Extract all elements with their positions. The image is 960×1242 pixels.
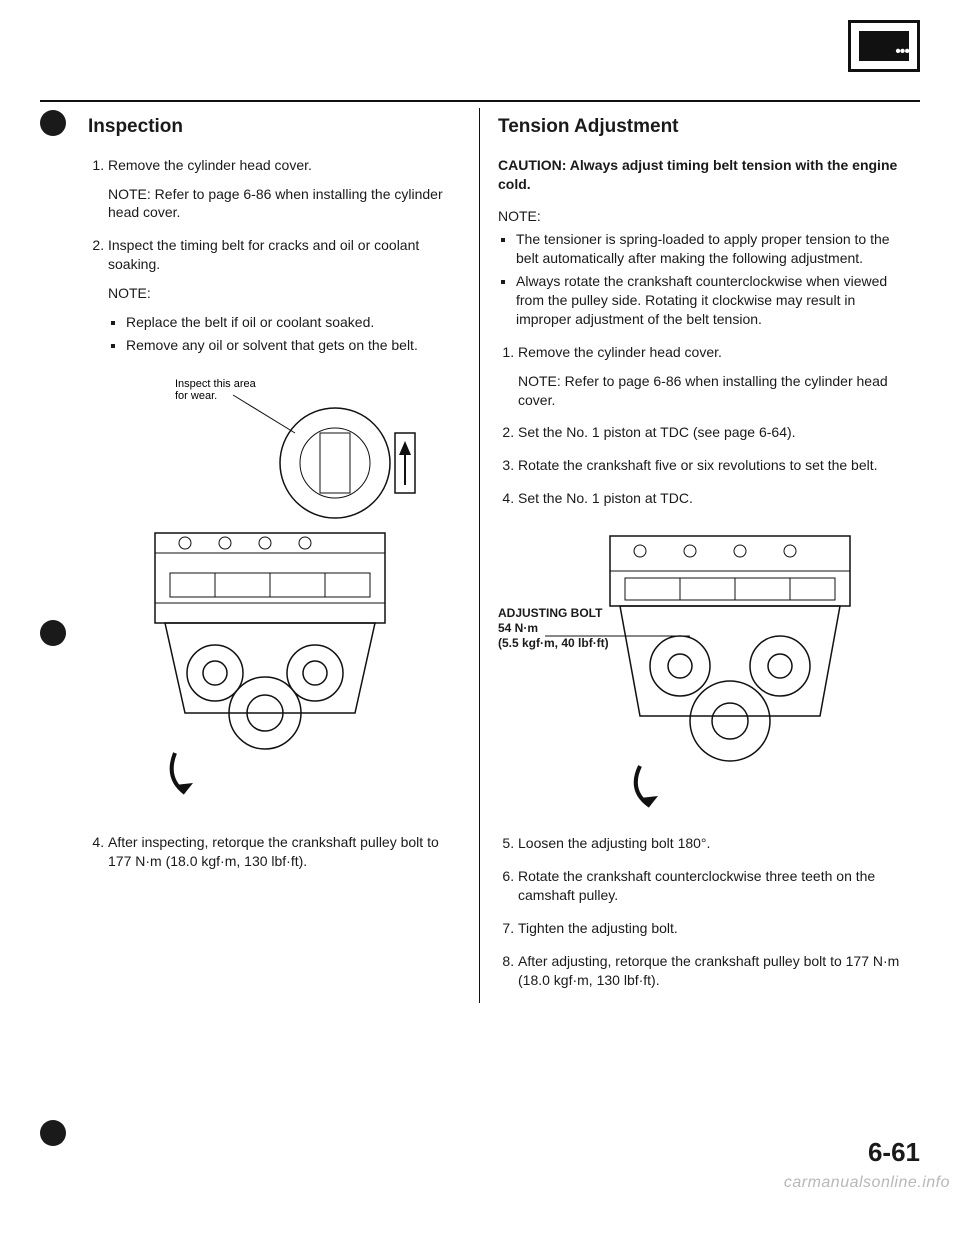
- step-1: Remove the cylinder head cover. NOTE: Re…: [108, 156, 461, 223]
- section-bullet: [40, 620, 66, 646]
- watermark: carmanualsonline.info: [784, 1172, 950, 1194]
- step-7: Tighten the adjusting bolt.: [518, 919, 912, 938]
- step-text: Rotate the crankshaft five or six revolu…: [518, 457, 878, 473]
- label-title: ADJUSTING BOLT: [498, 606, 602, 620]
- label-torque-1: 54 N·m: [498, 621, 538, 635]
- heading-tension: Tension Adjustment: [498, 114, 912, 140]
- step-4: After inspecting, retorque the crankshaf…: [108, 833, 461, 871]
- step-2: Inspect the timing belt for cracks and o…: [108, 236, 461, 354]
- svg-text:Rotate pulley: Rotate pulley: [155, 802, 220, 803]
- step-text: Set the No. 1 piston at TDC (see page 6-…: [518, 424, 796, 440]
- step-text: Loosen the adjusting bolt 180°.: [518, 835, 710, 851]
- left-column: Inspection Remove the cylinder head cove…: [40, 108, 480, 1003]
- two-column-layout: Inspection Remove the cylinder head cove…: [40, 108, 920, 1003]
- tension-steps-5-8: Loosen the adjusting bolt 180°. Rotate t…: [498, 834, 912, 989]
- bullet: Always rotate the crankshaft countercloc…: [516, 272, 912, 329]
- step-2: Set the No. 1 piston at TDC (see page 6-…: [518, 423, 912, 442]
- manual-page: ••• Inspection Remove the cylinder head …: [0, 0, 960, 1200]
- svg-text:for wear.: for wear.: [175, 390, 217, 402]
- section-bullet: [40, 110, 66, 136]
- tension-steps-1-4: Remove the cylinder head cover. NOTE: Re…: [498, 343, 912, 508]
- section-bullet: [40, 1120, 66, 1146]
- step-1: Remove the cylinder head cover. NOTE: Re…: [518, 343, 912, 410]
- step-text: Set the No. 1 piston at TDC.: [518, 490, 693, 506]
- right-column: Tension Adjustment CAUTION: Always adjus…: [480, 108, 920, 1003]
- step-3: Rotate the crankshaft five or six revolu…: [518, 456, 912, 475]
- step-text: Rotate the crankshaft counterclockwise t…: [518, 868, 875, 903]
- step-text: Tighten the adjusting bolt.: [518, 920, 678, 936]
- note-bullets-right: The tensioner is spring-loaded to apply …: [498, 230, 912, 328]
- caution-body: CAUTION: Always adjust timing belt tensi…: [498, 157, 897, 192]
- inspection-step-4: After inspecting, retorque the crankshaf…: [88, 833, 461, 871]
- step-text: After adjusting, retorque the crankshaft…: [518, 953, 899, 988]
- step-text: After inspecting, retorque the crankshaf…: [108, 834, 439, 869]
- adjusting-bolt-label: ADJUSTING BOLT 54 N·m (5.5 kgf·m, 40 lbf…: [498, 606, 609, 651]
- step-note: NOTE: Refer to page 6-86 when installing…: [108, 185, 461, 223]
- label-torque-2: (5.5 kgf·m, 40 lbf·ft): [498, 636, 609, 650]
- page-number: 6-61: [868, 1135, 920, 1170]
- step-note: NOTE: Refer to page 6-86 when installing…: [518, 372, 912, 410]
- heading-inspection: Inspection: [88, 114, 461, 140]
- caption-top: Inspect this area: [175, 378, 257, 390]
- bullet: Replace the belt if oil or coolant soake…: [126, 313, 461, 332]
- step-text: Remove the cylinder head cover.: [518, 344, 722, 360]
- note-label: NOTE:: [498, 207, 912, 226]
- caution-text: CAUTION: Always adjust timing belt tensi…: [498, 156, 912, 194]
- bullet: The tensioner is spring-loaded to apply …: [516, 230, 912, 268]
- step-4: Set the No. 1 piston at TDC.: [518, 489, 912, 508]
- step-5: Loosen the adjusting bolt 180°.: [518, 834, 912, 853]
- top-rule: [40, 100, 920, 102]
- engine-icon: •••: [848, 20, 920, 72]
- engine-diagram-right: ADJUSTING BOLT 54 N·m (5.5 kgf·m, 40 lbf…: [498, 526, 912, 816]
- step-text: Inspect the timing belt for cracks and o…: [108, 237, 419, 272]
- step-text: Remove the cylinder head cover.: [108, 157, 312, 173]
- note-bullets: Replace the belt if oil or coolant soake…: [108, 313, 461, 355]
- bullet: Remove any oil or solvent that gets on t…: [126, 336, 461, 355]
- step-6: Rotate the crankshaft counterclockwise t…: [518, 867, 912, 905]
- note-label: NOTE:: [108, 284, 461, 303]
- engine-diagram-left: Inspect this area for wear.: [88, 373, 461, 803]
- step-8: After adjusting, retorque the crankshaft…: [518, 952, 912, 990]
- inspection-steps: Remove the cylinder head cover. NOTE: Re…: [88, 156, 461, 355]
